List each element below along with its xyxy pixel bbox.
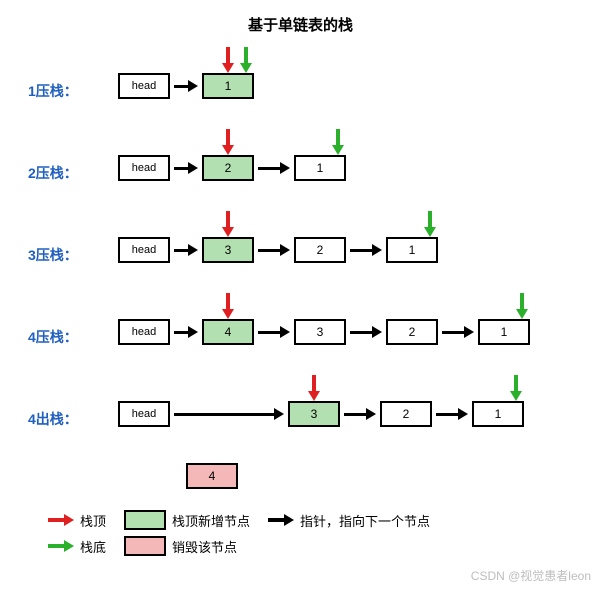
stack-node: 2 (294, 237, 346, 263)
pink-box-icon (124, 536, 166, 556)
head-node: head (118, 155, 170, 181)
legend-pointer-label: 指针，指向下一个节点 (300, 511, 430, 530)
bottom-pointer-icon (516, 293, 528, 319)
stack-node: 1 (386, 237, 438, 263)
bottom-pointer-icon (332, 129, 344, 155)
node-list: head 4 3 2 1 (118, 319, 530, 345)
diagram-row: 4压栈： head 4 3 2 1 (0, 289, 601, 367)
next-pointer-icon (174, 80, 198, 92)
stack-node: 3 (294, 319, 346, 345)
row-label: 1压栈： (28, 81, 78, 101)
legend-bottom-label: 栈底 (80, 537, 106, 556)
stack-node: 3 (288, 401, 340, 427)
green-box-icon (124, 510, 166, 530)
node-list: head 3 2 1 (118, 401, 524, 427)
head-node: head (118, 73, 170, 99)
row-label: 3压栈： (28, 245, 78, 265)
head-node: head (118, 237, 170, 263)
stack-node: 2 (202, 155, 254, 181)
next-pointer-icon (344, 408, 376, 420)
stack-node: 2 (386, 319, 438, 345)
stack-node: 1 (202, 73, 254, 99)
legend-top-label: 栈顶 (80, 511, 106, 530)
node-list: head 2 1 (118, 155, 346, 181)
stack-node: 3 (202, 237, 254, 263)
diagram-title: 基于单链表的栈 (0, 0, 601, 43)
stack-node: 2 (380, 401, 432, 427)
next-pointer-icon (174, 326, 198, 338)
stack-node: 1 (472, 401, 524, 427)
top-pointer-icon (222, 47, 234, 73)
top-pointer-icon (222, 211, 234, 237)
bottom-pointer-icon (510, 375, 522, 401)
head-node: head (118, 401, 170, 427)
next-pointer-icon (174, 408, 284, 420)
node-list: head 3 2 1 (118, 237, 438, 263)
next-pointer-icon (174, 244, 198, 256)
row-label: 2压栈： (28, 163, 78, 183)
destroyed-node: 4 (186, 463, 238, 489)
legend: 栈顶 栈顶新增节点 指针，指向下一个节点 栈底 销毁该节点 (48, 510, 448, 562)
node-list: head 1 (118, 73, 254, 99)
legend-destroyed: 销毁该节点 (124, 536, 237, 556)
top-pointer-icon (222, 293, 234, 319)
arrow-right-green-icon (48, 540, 74, 552)
legend-pointer: 指针，指向下一个节点 (268, 511, 430, 530)
bottom-pointer-icon (240, 47, 252, 73)
top-pointer-icon (308, 375, 320, 401)
next-pointer-icon (174, 162, 198, 174)
watermark: CSDN @视觉患者leon (471, 567, 591, 584)
rows-container: 1压栈： head 1 2压栈： head 2 1 3压栈： head 3 2 1 4压栈： head 4 3… (0, 43, 601, 479)
legend-new-node: 栈顶新增节点 (124, 510, 250, 530)
next-pointer-icon (258, 326, 290, 338)
diagram-row: 3压栈： head 3 2 1 (0, 207, 601, 285)
stack-node: 1 (478, 319, 530, 345)
row-label: 4出栈： (28, 409, 78, 429)
next-pointer-icon (350, 244, 382, 256)
next-pointer-icon (436, 408, 468, 420)
top-pointer-icon (222, 129, 234, 155)
next-pointer-icon (258, 162, 290, 174)
legend-destroyed-label: 销毁该节点 (172, 537, 237, 556)
legend-top: 栈顶 (48, 511, 106, 530)
legend-bottom: 栈底 (48, 537, 106, 556)
legend-new-node-label: 栈顶新增节点 (172, 511, 250, 530)
row-label: 4压栈： (28, 327, 78, 347)
diagram-row: 2压栈： head 2 1 (0, 125, 601, 203)
arrow-right-red-icon (48, 514, 74, 526)
next-pointer-icon (442, 326, 474, 338)
diagram-row: 1压栈： head 1 (0, 43, 601, 121)
head-node: head (118, 319, 170, 345)
diagram-row: 4出栈：head3214 (0, 371, 601, 479)
next-pointer-icon (350, 326, 382, 338)
bottom-pointer-icon (424, 211, 436, 237)
next-pointer-icon (258, 244, 290, 256)
arrow-right-black-icon (268, 514, 294, 526)
stack-node: 1 (294, 155, 346, 181)
stack-node: 4 (202, 319, 254, 345)
